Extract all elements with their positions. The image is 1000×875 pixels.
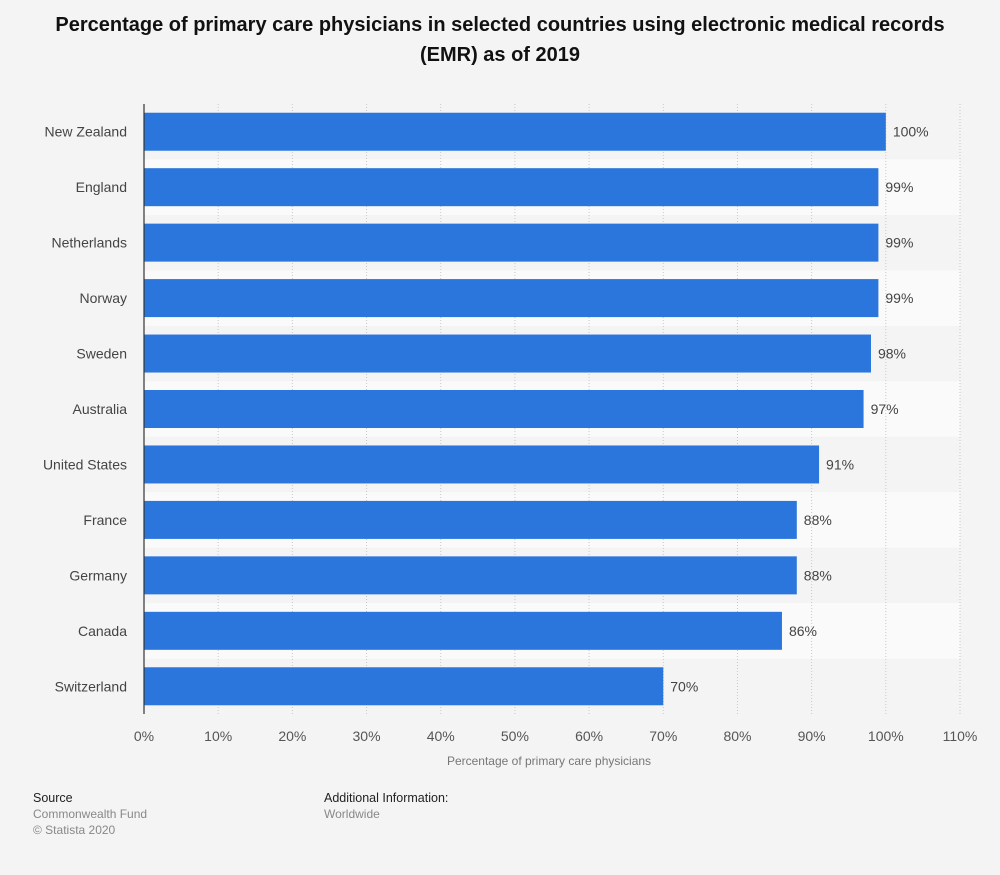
category-label: United States [43,456,127,472]
category-label: Switzerland [55,678,127,694]
bar[interactable] [144,445,820,484]
bar[interactable] [144,611,782,650]
info-text: Worldwide [324,807,380,821]
x-tick-label: 0% [134,728,154,744]
value-label: 88% [804,512,832,528]
x-tick-label: 90% [798,728,826,744]
value-label: 99% [885,179,913,195]
bar[interactable] [144,112,886,151]
x-tick-label: 20% [278,728,306,744]
x-tick-label: 100% [868,728,904,744]
category-label: England [76,179,127,195]
category-label: Norway [80,290,127,306]
source-name[interactable]: Commonwealth Fund [33,807,148,821]
bar-chart: New Zealand 100% England 99% Netherlands 99% N… [43,104,978,768]
bar[interactable] [144,390,864,428]
x-tick-label: 70% [649,728,677,744]
value-label: 97% [871,401,899,417]
value-label: 98% [878,346,906,362]
x-tick-label: 10% [204,728,232,744]
x-tick-label: 60% [575,728,603,744]
bar[interactable] [144,168,879,207]
value-label: 100% [893,124,929,140]
x-tick-label: 80% [723,728,751,744]
category-label: Netherlands [52,235,128,251]
value-label: 99% [885,235,913,251]
bar[interactable] [144,279,879,318]
source-heading: Source [33,791,73,805]
value-label: 99% [885,290,913,306]
category-label: Germany [69,567,127,583]
x-tick-label: 30% [353,728,381,744]
category-label: New Zealand [45,124,128,140]
category-label: Sweden [76,346,127,362]
value-label: 88% [804,567,832,583]
value-label: 91% [826,456,854,472]
x-tick-label: 50% [501,728,529,744]
x-tick-label: 40% [427,728,455,744]
bar[interactable] [144,334,871,373]
bar[interactable] [144,500,797,539]
copyright: © Statista 2020 [33,823,116,837]
info-heading: Additional Information: [324,791,449,805]
bar[interactable] [144,556,797,595]
x-axis-title: Percentage of primary care physicians [447,754,651,768]
category-label: Australia [73,401,128,417]
category-label: Canada [78,623,127,639]
bar[interactable] [144,223,879,262]
value-label: 70% [670,678,698,694]
x-tick-label: 110% [943,728,978,744]
chart-title: Percentage of primary care physicians in… [55,14,945,66]
bar[interactable] [144,667,664,706]
additional-info-block: Additional Information: Worldwide [324,790,448,822]
value-label: 86% [789,623,817,639]
source-block: Source Commonwealth Fund © Statista 2020 [33,790,147,838]
category-label: France [83,512,127,528]
